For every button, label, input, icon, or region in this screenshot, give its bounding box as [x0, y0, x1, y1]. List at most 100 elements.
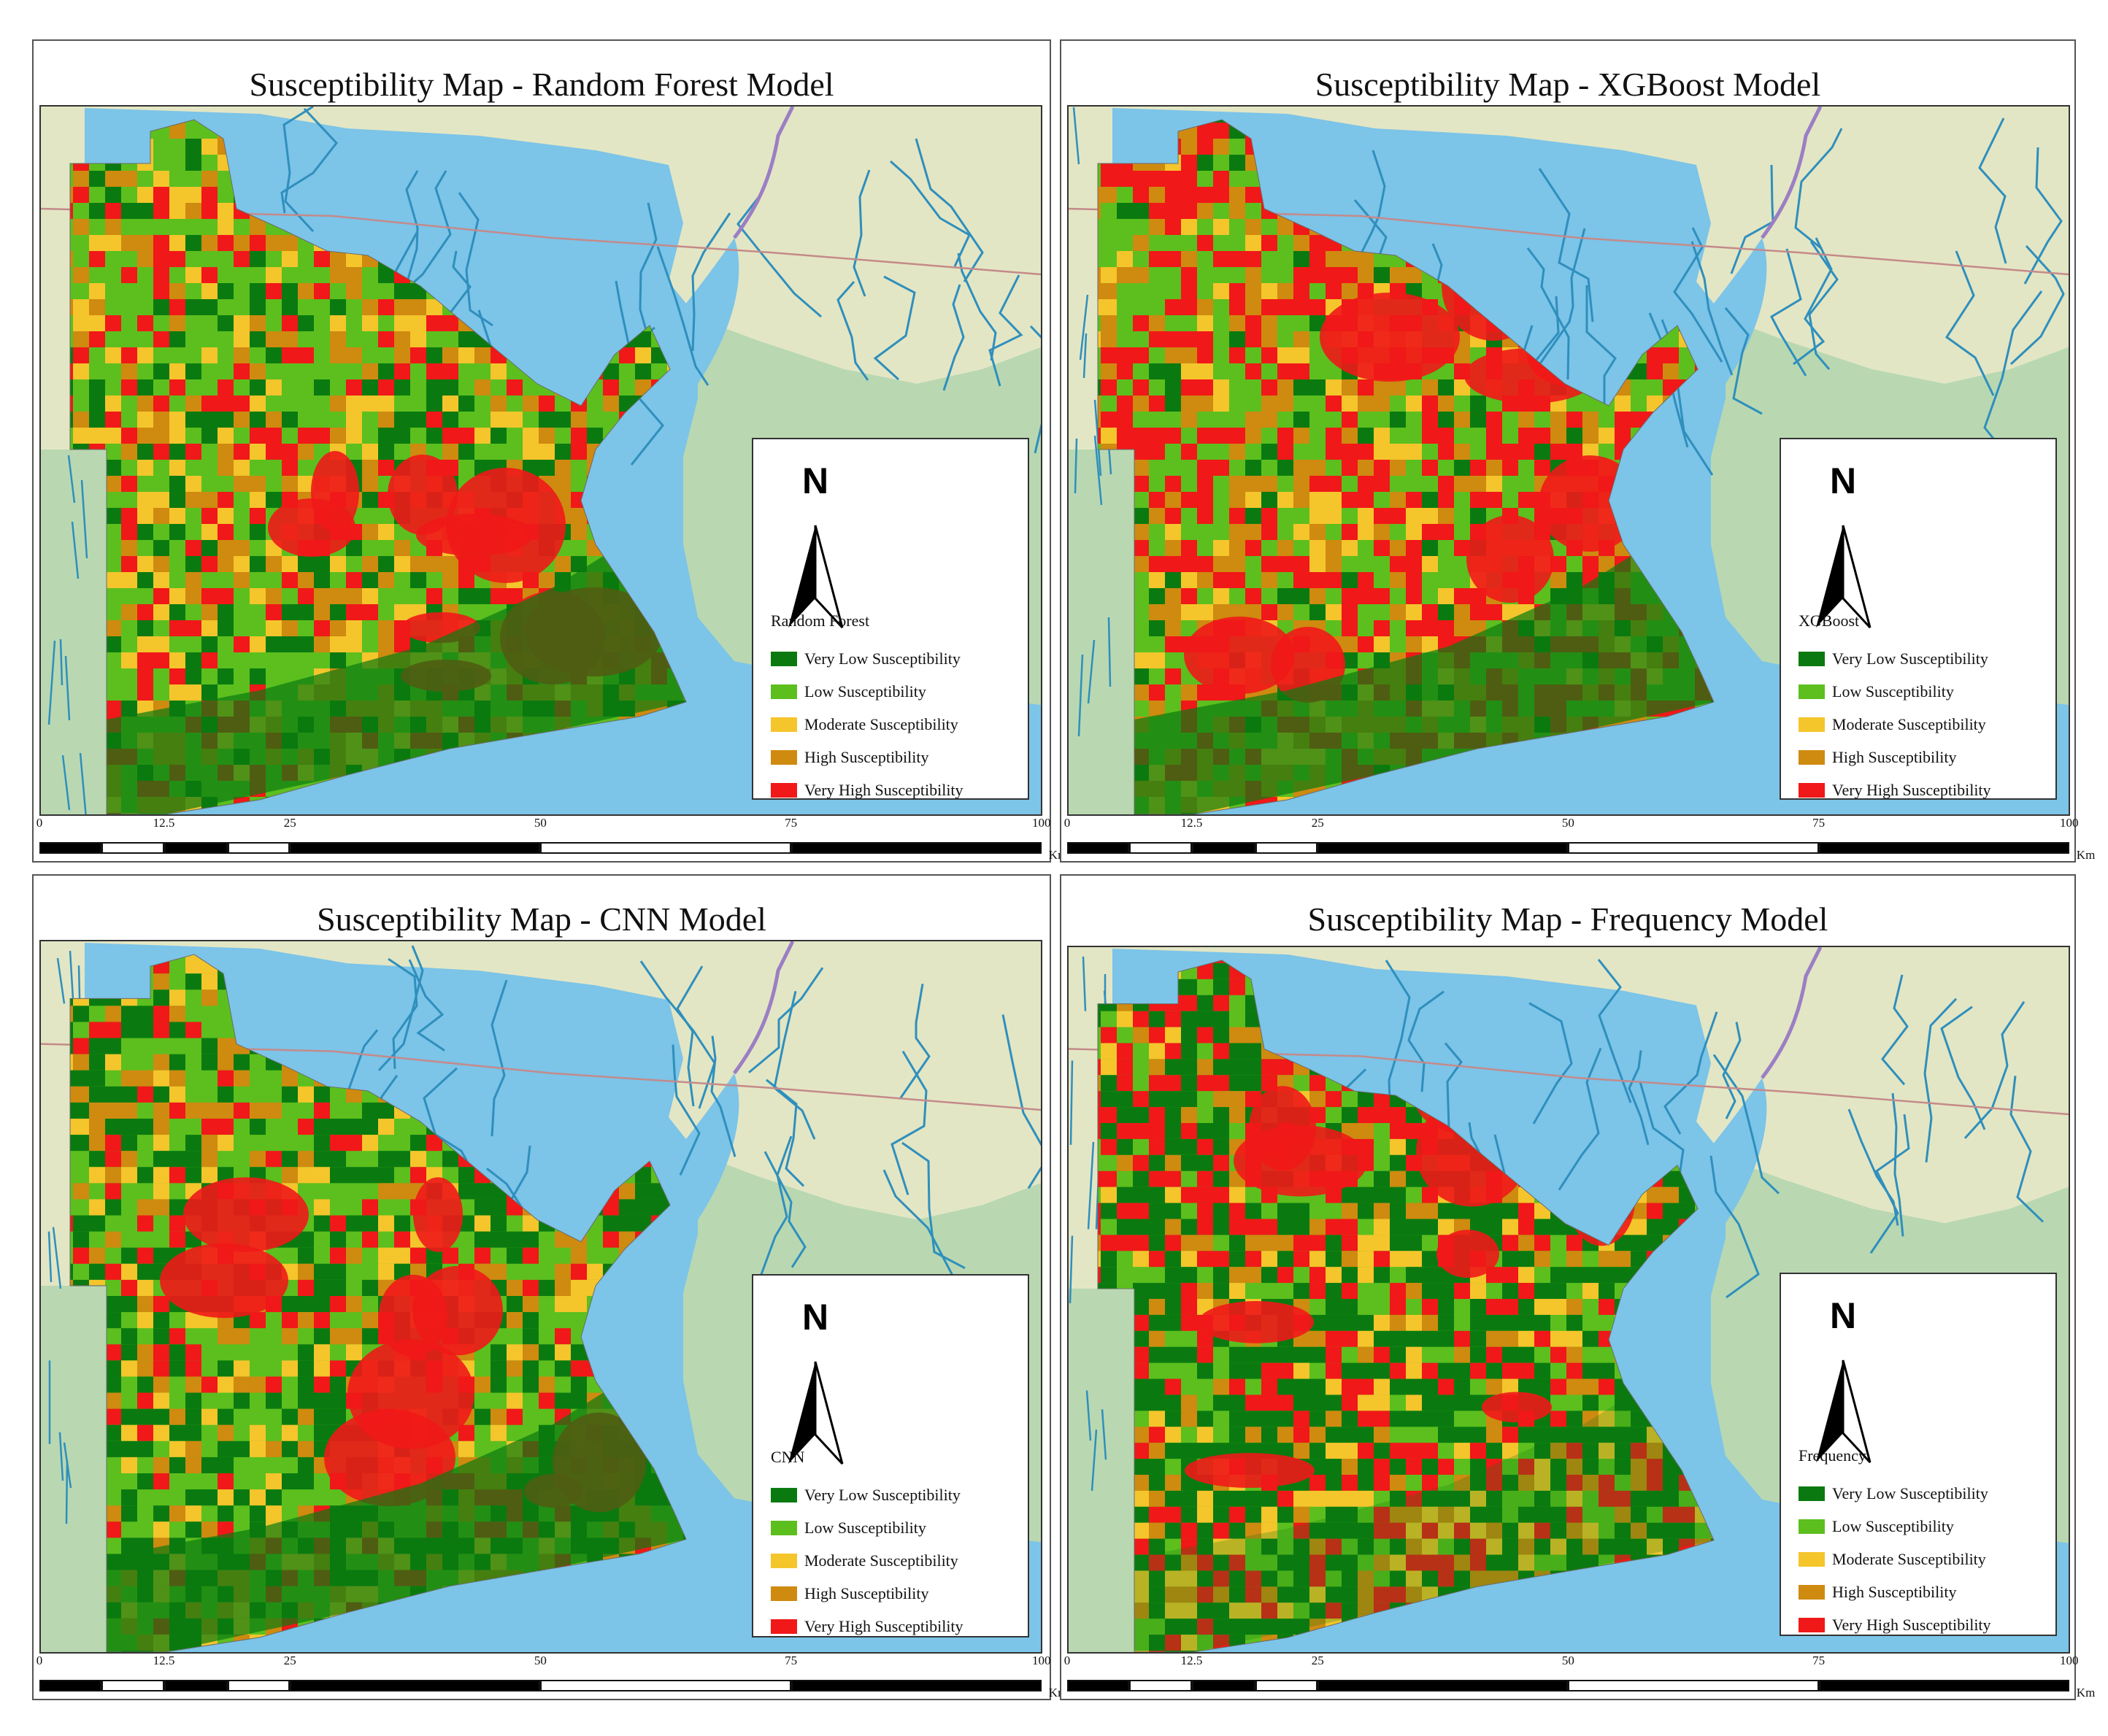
raster-cell — [458, 347, 474, 363]
raster-cell — [1438, 508, 1454, 524]
raster-cell — [1502, 1235, 1518, 1251]
raster-cell — [1165, 556, 1181, 572]
raster-cell — [169, 620, 185, 636]
raster-cell — [89, 171, 105, 187]
land-area — [41, 107, 1041, 384]
raster-cell — [298, 572, 314, 588]
raster-cell — [153, 267, 169, 283]
raster-cell — [1101, 1107, 1117, 1124]
raster-cell — [137, 1279, 153, 1296]
raster-cell — [1133, 1154, 1149, 1171]
raster-cell — [1261, 283, 1277, 299]
raster-cell — [137, 684, 153, 701]
raster-cell — [555, 412, 571, 428]
river-main — [732, 107, 795, 239]
raster-cell — [539, 1376, 555, 1393]
river-line — [64, 655, 71, 721]
scale-segment — [290, 1680, 541, 1691]
raster-cell — [298, 476, 314, 492]
raster-cell — [1181, 412, 1197, 428]
raster-cell — [1261, 412, 1277, 428]
north-arrow-icon — [788, 1361, 844, 1465]
raster-cell — [1098, 1123, 1101, 1139]
raster-cell — [1117, 203, 1133, 219]
raster-cell — [1326, 1091, 1342, 1108]
raster-cell — [105, 1424, 121, 1441]
raster-cell — [571, 1360, 587, 1377]
raster-cell — [105, 1263, 121, 1280]
raster-cell — [73, 1054, 89, 1070]
raster-cell — [555, 1344, 571, 1361]
raster-cell — [1390, 508, 1406, 524]
raster-cell — [1165, 492, 1181, 508]
raster-cell — [185, 267, 201, 283]
raster-cell — [201, 1457, 218, 1473]
raster-cell — [523, 428, 539, 444]
raster-cell — [1165, 636, 1181, 652]
raster-cell — [1101, 347, 1117, 363]
raster-cell — [1098, 412, 1101, 428]
raster-cell — [1133, 1299, 1149, 1315]
raster-cell — [1358, 636, 1374, 652]
raster-cell — [1165, 363, 1181, 379]
raster-cell — [185, 954, 201, 958]
raster-cell — [234, 444, 250, 460]
raster-cell — [1101, 1075, 1117, 1092]
raster-cell — [1326, 267, 1342, 283]
raster-cell — [1326, 396, 1342, 412]
raster-cell — [1326, 540, 1342, 556]
raster-cell — [330, 1279, 346, 1296]
raster-cell — [362, 1279, 378, 1296]
raster-cell — [314, 379, 330, 396]
raster-cell — [474, 1376, 491, 1393]
raster-cell — [73, 428, 89, 444]
raster-cell — [121, 1538, 137, 1554]
raster-cell — [250, 363, 266, 379]
raster-cell — [169, 668, 185, 684]
high-zone — [160, 1243, 288, 1319]
raster-cell — [314, 1312, 330, 1329]
raster-cell — [169, 299, 185, 315]
raster-cell — [1229, 1187, 1245, 1203]
raster-cell — [394, 1247, 410, 1264]
raster-cell — [1406, 1107, 1422, 1124]
raster-cell — [1149, 171, 1165, 187]
raster-cell — [153, 1151, 169, 1168]
raster-cell — [105, 171, 121, 187]
raster-cell — [1518, 412, 1534, 428]
raster-cell — [1181, 1075, 1197, 1092]
raster-cell — [1277, 540, 1293, 556]
raster-cell — [1165, 379, 1181, 396]
raster-cell — [1181, 331, 1197, 347]
river-line — [1407, 990, 1445, 1092]
raster-cell — [1502, 604, 1518, 620]
raster-cell — [1197, 347, 1213, 363]
river-line — [1963, 1000, 2026, 1139]
raster-cell — [298, 604, 314, 620]
raster-cell — [1245, 476, 1261, 492]
raster-cell — [201, 684, 218, 701]
raster-cell — [1486, 604, 1502, 620]
raster-cell — [1261, 604, 1277, 620]
raster-cell — [137, 508, 153, 524]
raster-cell — [1098, 299, 1101, 315]
scale-tick-label: 75 — [785, 1654, 798, 1667]
raster-cell — [89, 251, 105, 267]
raster-cell — [1213, 460, 1229, 476]
raster-cell — [1101, 299, 1117, 315]
raster-cell — [266, 1473, 282, 1490]
raster-cell — [1098, 379, 1101, 396]
raster-cell — [394, 1183, 410, 1200]
high-zone — [1466, 515, 1554, 603]
raster-cell — [491, 1376, 507, 1393]
raster-cell — [394, 556, 410, 572]
raster-cell — [185, 1505, 201, 1522]
legend-item: Moderate Susceptibility — [771, 714, 958, 736]
raster-cell — [1181, 1235, 1197, 1251]
raster-cell — [218, 1457, 234, 1473]
raster-cell — [1342, 588, 1358, 604]
raster-cell — [330, 1263, 346, 1280]
raster-cell — [1197, 1346, 1213, 1363]
raster-cell — [1422, 524, 1438, 540]
raster-cell — [234, 1489, 250, 1506]
